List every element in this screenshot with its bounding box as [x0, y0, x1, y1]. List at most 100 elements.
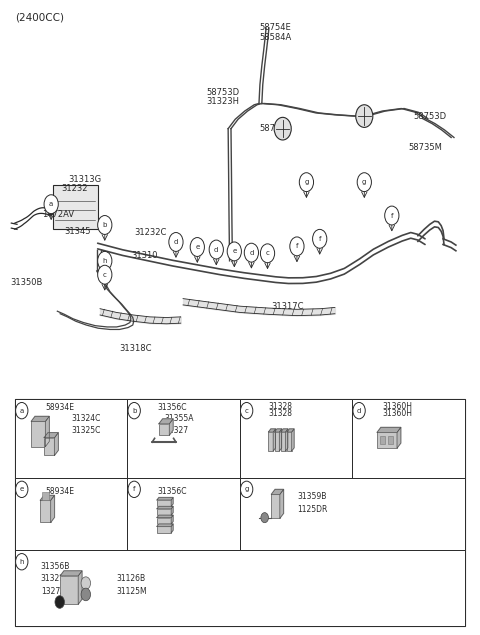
Circle shape: [81, 577, 91, 589]
Circle shape: [97, 265, 112, 284]
Polygon shape: [287, 429, 294, 432]
Circle shape: [312, 229, 327, 248]
Text: 31325C: 31325C: [72, 426, 101, 436]
Bar: [53, 185, 97, 229]
Bar: [271, 495, 280, 518]
Circle shape: [274, 117, 291, 140]
Text: 58934E: 58934E: [46, 488, 74, 497]
Text: a: a: [20, 408, 24, 413]
Text: 31328: 31328: [268, 409, 292, 418]
Circle shape: [190, 237, 204, 257]
Polygon shape: [169, 419, 173, 435]
Bar: [352, 399, 466, 478]
Text: 58753D: 58753D: [207, 88, 240, 97]
Polygon shape: [271, 490, 284, 495]
Text: f: f: [133, 486, 135, 492]
Text: 31310: 31310: [131, 251, 157, 260]
Text: b: b: [132, 408, 136, 413]
Bar: [281, 432, 286, 451]
Circle shape: [290, 237, 304, 256]
Polygon shape: [78, 571, 82, 605]
Circle shape: [15, 481, 28, 497]
Text: 31356C: 31356C: [157, 488, 186, 497]
Text: a: a: [49, 201, 53, 207]
Text: h: h: [20, 559, 24, 565]
Polygon shape: [292, 429, 294, 451]
Circle shape: [261, 512, 268, 523]
Text: 31350B: 31350B: [10, 278, 42, 288]
Polygon shape: [275, 429, 282, 432]
Bar: [14, 478, 127, 551]
Circle shape: [300, 173, 313, 192]
Circle shape: [384, 206, 399, 225]
Text: d: d: [214, 246, 218, 253]
Bar: [60, 576, 78, 605]
Circle shape: [97, 215, 112, 234]
Polygon shape: [40, 495, 55, 500]
Circle shape: [169, 232, 183, 251]
Bar: [40, 500, 51, 523]
Text: 31355A: 31355A: [164, 414, 193, 423]
Polygon shape: [286, 429, 288, 451]
Text: 31232C: 31232C: [135, 228, 167, 237]
Bar: [157, 500, 171, 506]
Text: 58736K: 58736K: [259, 124, 291, 133]
Text: h: h: [103, 258, 107, 264]
Text: f: f: [391, 213, 393, 218]
Polygon shape: [397, 427, 401, 448]
Circle shape: [240, 403, 253, 419]
Bar: [42, 493, 49, 500]
Text: 31328: 31328: [268, 403, 292, 411]
Text: 31323H: 31323H: [207, 97, 240, 106]
Text: d: d: [357, 408, 361, 413]
Text: 31125M: 31125M: [117, 587, 147, 596]
Polygon shape: [268, 429, 276, 432]
Text: 1125DR: 1125DR: [297, 505, 327, 514]
Polygon shape: [55, 432, 58, 455]
Text: g: g: [304, 179, 309, 185]
Text: e: e: [195, 244, 199, 250]
Text: 58753D: 58753D: [413, 112, 446, 121]
Text: c: c: [265, 250, 269, 257]
Text: c: c: [245, 408, 249, 413]
Text: 31359B: 31359B: [297, 492, 326, 502]
Polygon shape: [171, 506, 173, 515]
Circle shape: [227, 242, 241, 261]
Bar: [157, 509, 171, 515]
Text: 31327: 31327: [164, 426, 188, 436]
Polygon shape: [60, 571, 82, 576]
Circle shape: [128, 403, 140, 419]
Text: c: c: [103, 272, 107, 277]
Polygon shape: [281, 429, 288, 432]
Bar: [388, 436, 393, 444]
Polygon shape: [377, 427, 401, 432]
Text: (2400CC): (2400CC): [14, 12, 64, 22]
Circle shape: [240, 481, 253, 497]
Text: 31356C: 31356C: [157, 403, 186, 412]
Polygon shape: [46, 417, 49, 446]
Circle shape: [261, 244, 275, 263]
Circle shape: [55, 596, 64, 608]
Circle shape: [97, 251, 112, 271]
Text: 31232: 31232: [61, 184, 88, 193]
Text: 31327C: 31327C: [41, 574, 70, 583]
Bar: [159, 424, 169, 435]
Text: 31356B: 31356B: [41, 561, 70, 571]
Text: 31126B: 31126B: [117, 574, 146, 583]
Text: 31360H: 31360H: [383, 409, 412, 418]
Polygon shape: [171, 524, 173, 533]
Bar: [275, 432, 279, 451]
Text: 31345: 31345: [64, 227, 91, 236]
Bar: [377, 432, 397, 448]
Text: 58584A: 58584A: [259, 33, 291, 42]
Text: d: d: [174, 239, 178, 245]
Polygon shape: [157, 515, 173, 518]
Text: f: f: [296, 243, 298, 250]
Text: g: g: [244, 486, 249, 492]
Circle shape: [15, 403, 28, 419]
Polygon shape: [280, 490, 284, 518]
Bar: [127, 399, 240, 478]
Bar: [14, 551, 466, 626]
Text: 58934E: 58934E: [46, 403, 74, 412]
Polygon shape: [44, 432, 58, 438]
